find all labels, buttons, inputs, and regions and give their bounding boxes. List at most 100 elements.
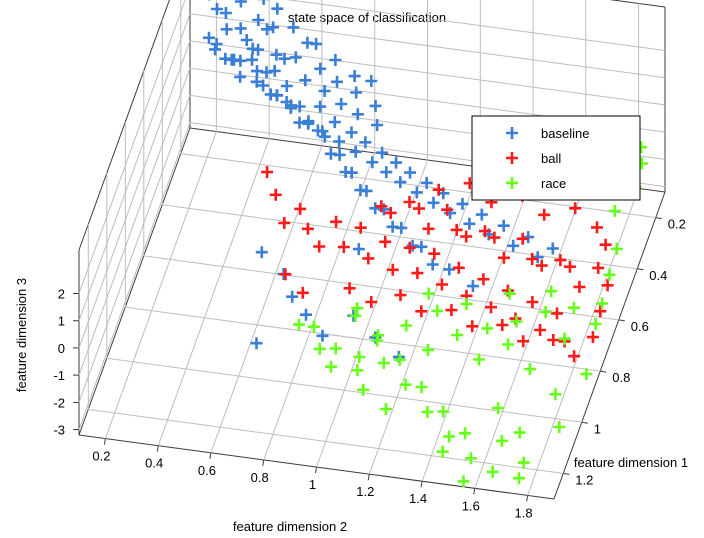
grid-line <box>162 204 638 270</box>
data-point-ball <box>435 278 448 291</box>
data-point-ball <box>384 206 397 219</box>
data-points <box>203 0 648 488</box>
y-tick-label: 0.8 <box>612 370 630 385</box>
data-point-race <box>513 472 525 485</box>
data-point-ball <box>450 223 463 236</box>
data-point-ball <box>445 304 458 317</box>
y-tick-label: 0.6 <box>631 319 649 334</box>
data-point-ball <box>477 273 490 286</box>
data-point-ball <box>591 221 603 234</box>
data-point-baseline <box>359 136 372 149</box>
series-ball <box>261 166 614 363</box>
data-point-baseline <box>404 166 416 179</box>
data-point-race <box>353 351 366 363</box>
grid-line <box>316 159 428 468</box>
x-tick-label: 1.8 <box>515 505 533 520</box>
data-point-ball <box>278 217 291 229</box>
data-point-ball <box>261 166 274 179</box>
data-point-baseline <box>351 108 364 121</box>
data-point-baseline <box>219 7 232 19</box>
data-point-baseline <box>210 38 223 50</box>
data-point-race <box>464 452 477 465</box>
data-point-race <box>549 388 562 401</box>
data-point-ball <box>403 196 416 208</box>
data-point-baseline <box>352 243 365 256</box>
x-tick-mark <box>103 438 106 445</box>
data-point-race <box>451 329 464 341</box>
data-point-baseline <box>300 308 312 321</box>
data-point-ball <box>337 241 350 253</box>
data-point-race <box>481 322 494 335</box>
data-point-race <box>329 342 342 355</box>
data-point-race <box>325 360 338 373</box>
grid-line <box>157 138 270 446</box>
data-point-ball <box>547 334 560 346</box>
data-point-baseline <box>394 176 407 189</box>
legend-label-baseline: baseline <box>541 126 589 141</box>
data-point-ball <box>313 240 326 253</box>
legend-label-race: race <box>541 176 566 191</box>
data-point-ball <box>279 268 292 281</box>
data-point-baseline <box>270 48 283 61</box>
grid-line <box>474 181 587 489</box>
data-point-baseline <box>345 166 358 179</box>
data-point-ball <box>573 280 586 293</box>
data-point-baseline <box>443 263 456 276</box>
box-edge <box>78 127 191 436</box>
data-point-race <box>421 406 434 418</box>
data-point-race <box>495 434 508 447</box>
data-point-ball <box>296 286 309 299</box>
data-point-race <box>492 402 504 415</box>
z-tick-label: 0 <box>58 341 65 356</box>
data-point-race <box>357 383 370 396</box>
data-point-race <box>307 320 320 333</box>
x-tick-label: 1.4 <box>409 491 427 506</box>
data-point-baseline <box>333 135 346 148</box>
grid-line <box>125 306 601 372</box>
data-point-baseline <box>531 251 544 264</box>
data-point-race <box>610 242 623 255</box>
data-point-baseline <box>240 34 253 46</box>
y-tick-mark <box>600 370 607 373</box>
y-tick-mark <box>563 472 570 475</box>
data-point-baseline <box>203 31 215 44</box>
data-point-baseline <box>208 0 211 1</box>
x-tick-label: 0.6 <box>198 463 216 478</box>
data-point-ball <box>568 350 581 363</box>
data-point-baseline <box>371 119 384 131</box>
grid-line <box>189 13 666 79</box>
data-point-baseline <box>369 99 382 112</box>
data-point-ball <box>365 296 378 308</box>
data-point-ball <box>488 231 501 244</box>
data-point-ball <box>538 208 551 221</box>
data-point-ball <box>563 260 576 273</box>
data-point-baseline <box>255 246 268 259</box>
data-point-baseline <box>328 116 341 129</box>
data-point-race <box>351 302 364 315</box>
data-point-ball <box>269 188 282 201</box>
data-point-race <box>422 287 435 300</box>
y-axis-label: feature dimension 1 <box>574 455 688 470</box>
grid-line <box>210 145 323 453</box>
data-point-race <box>393 353 406 366</box>
data-point-baseline <box>287 21 300 34</box>
data-point-baseline <box>314 100 327 113</box>
x-tick-label: 0.2 <box>92 449 110 464</box>
data-point-race <box>400 319 413 332</box>
grid-line <box>189 40 666 106</box>
data-point-baseline <box>522 231 535 244</box>
data-point-ball <box>394 289 407 302</box>
data-point-baseline <box>284 101 297 114</box>
data-point-ball <box>526 296 539 308</box>
legend-marker-ball <box>506 152 518 164</box>
data-point-baseline <box>299 74 312 87</box>
x-tick-label: 1.6 <box>462 498 480 513</box>
z-tick-label: -3 <box>53 423 65 438</box>
data-point-ball <box>460 230 473 243</box>
grid-line <box>88 408 564 474</box>
data-point-baseline <box>311 124 324 137</box>
data-point-baseline <box>220 23 233 36</box>
x-tick-label: 0.8 <box>251 470 269 485</box>
data-point-race <box>510 315 523 328</box>
data-point-ball <box>466 320 479 333</box>
